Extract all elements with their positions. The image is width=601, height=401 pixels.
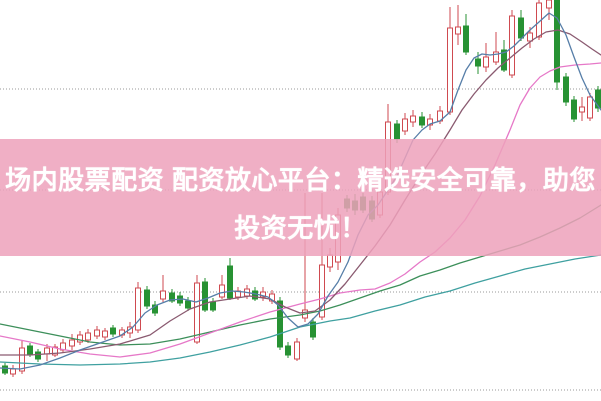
ma-line-ma60 — [0, 254, 601, 366]
candle-down — [518, 10, 524, 41]
candle-up — [77, 331, 83, 345]
candle-down — [571, 96, 577, 122]
candle-up — [410, 110, 416, 127]
banner-text-line2: 投资无忧！ — [234, 213, 367, 243]
candle-down — [169, 289, 175, 303]
candle-up — [402, 113, 408, 135]
candle-down — [2, 363, 8, 375]
candle-up — [194, 275, 200, 344]
ma-line-ma20 — [0, 62, 601, 358]
candle-down — [185, 297, 191, 311]
candle-down — [310, 318, 316, 340]
candle-down — [277, 297, 283, 350]
candle-up — [579, 97, 585, 121]
candle-up — [493, 32, 499, 65]
candle-down — [501, 40, 507, 72]
candle-up — [546, 0, 552, 20]
candle-down — [285, 342, 291, 358]
candle-up — [427, 114, 433, 130]
candle-up — [102, 328, 108, 340]
candle-down — [144, 286, 150, 309]
candle-up — [69, 334, 75, 350]
candle-up — [94, 326, 100, 339]
candle-up — [160, 275, 166, 302]
candle-down — [563, 73, 569, 106]
candle-down — [202, 278, 208, 312]
candle-up — [587, 93, 593, 121]
candle-down — [35, 349, 41, 362]
candle-up — [135, 282, 141, 333]
candle-up — [455, 5, 461, 45]
candle-down — [227, 258, 233, 300]
candle-down — [419, 112, 425, 128]
candle-up — [52, 344, 58, 357]
candle-down — [110, 325, 116, 337]
candle-up — [483, 43, 489, 72]
candle-down — [554, 0, 560, 90]
candle-up — [219, 275, 225, 299]
promo-banner: 场内股票配资 配资放心平台：精选安全可靠，助您 投资无忧！ — [0, 139, 601, 256]
candle-up — [294, 338, 300, 361]
candle-down — [152, 301, 158, 316]
candle-up — [509, 10, 515, 78]
candle-down — [463, 14, 469, 55]
banner-text-line1: 场内股票配资 配资放心平台：精选安全可靠，助您 — [5, 165, 596, 195]
candle-up — [85, 329, 91, 343]
candle-up — [127, 322, 133, 338]
